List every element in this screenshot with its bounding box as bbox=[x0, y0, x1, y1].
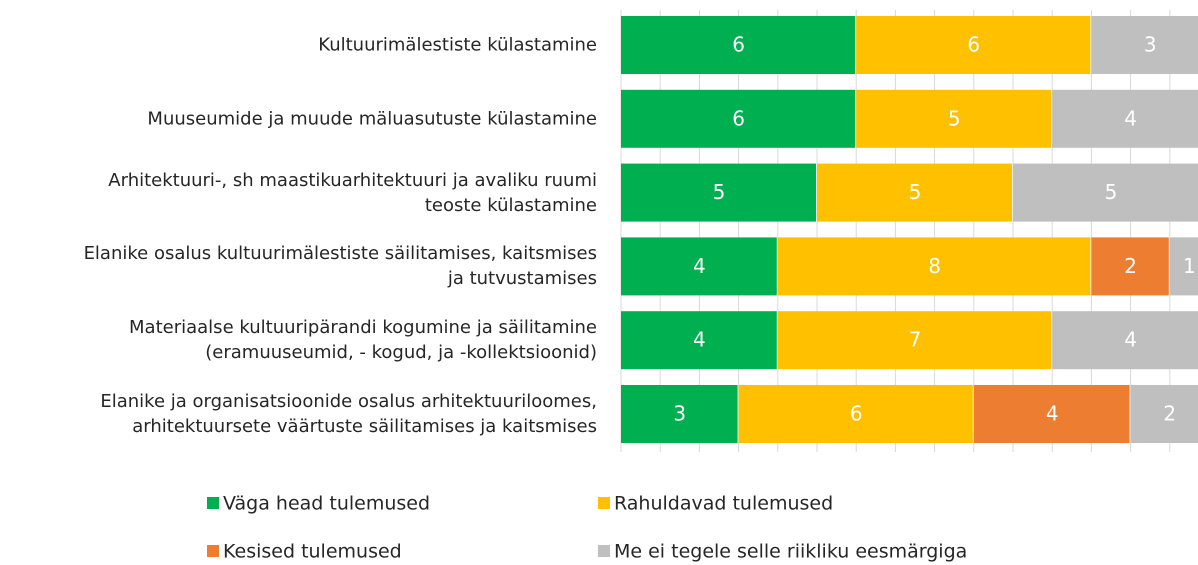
data-label: 4 bbox=[693, 254, 706, 278]
data-label: 3 bbox=[1144, 33, 1157, 57]
bar-segment bbox=[621, 89, 856, 148]
data-label: 8 bbox=[928, 254, 941, 278]
legend-label: Me ei tegele selle riikliku eesmärgiga bbox=[614, 541, 967, 563]
bar-segment bbox=[777, 311, 1052, 370]
legend-swatch bbox=[598, 497, 610, 509]
bar-segment bbox=[856, 16, 1091, 74]
legend-label: Rahuldavad tulemused bbox=[614, 493, 833, 515]
bar-segment bbox=[621, 311, 777, 370]
data-label: 4 bbox=[1046, 402, 1059, 426]
legend-swatch bbox=[207, 545, 219, 557]
data-label: 6 bbox=[732, 33, 745, 57]
bar-segment bbox=[738, 385, 973, 443]
data-label: 5 bbox=[713, 180, 726, 204]
bar-segment bbox=[973, 385, 1130, 443]
data-label: 4 bbox=[1124, 106, 1137, 130]
bar-segment bbox=[856, 89, 1052, 148]
bar-segment bbox=[621, 385, 738, 443]
bar-segment bbox=[817, 163, 1012, 222]
category-label: Muuseumide ja muude mäluasutuste külasta… bbox=[147, 108, 597, 130]
bar-segment bbox=[621, 163, 816, 222]
data-label: 6 bbox=[967, 33, 980, 57]
bar-segment bbox=[1130, 385, 1198, 443]
bar-segment bbox=[1091, 237, 1169, 296]
data-label: 3 bbox=[673, 402, 686, 426]
bar-segment bbox=[777, 237, 1091, 296]
data-label: 4 bbox=[693, 328, 706, 352]
bar-segment bbox=[621, 237, 777, 296]
category-label: Arhitektuuri-, sh maastikuarhitektuuri j… bbox=[108, 169, 597, 216]
bar-segment bbox=[1013, 163, 1198, 222]
legend-label: Väga head tulemused bbox=[223, 493, 430, 515]
data-label: 6 bbox=[850, 402, 863, 426]
bar-segment bbox=[1052, 89, 1198, 148]
bar-segment bbox=[1091, 16, 1198, 74]
bar-segment bbox=[1169, 237, 1198, 296]
data-label: 2 bbox=[1163, 402, 1176, 426]
category-label: Elanike ja organisatsioonide osalus arhi… bbox=[100, 391, 597, 437]
data-label: 6 bbox=[732, 106, 745, 130]
data-label: 1 bbox=[1183, 254, 1196, 278]
bar-segment bbox=[621, 16, 856, 74]
data-label: 2 bbox=[1124, 254, 1137, 278]
category-label: Kultuurimälestiste külastamine bbox=[318, 34, 597, 56]
category-label: Materiaalse kultuuripärandi kogumine ja … bbox=[129, 317, 597, 364]
data-label: 4 bbox=[1124, 328, 1137, 352]
category-label: Elanike osalus kultuurimälestiste säilit… bbox=[83, 243, 597, 290]
data-label: 5 bbox=[948, 106, 961, 130]
data-label: 5 bbox=[909, 180, 922, 204]
bar-segment bbox=[1052, 311, 1198, 370]
legend-label: Kesised tulemused bbox=[223, 541, 402, 563]
data-label: 7 bbox=[909, 328, 922, 352]
legend-swatch bbox=[598, 545, 610, 557]
data-label: 5 bbox=[1105, 180, 1118, 204]
legend-swatch bbox=[207, 497, 219, 509]
